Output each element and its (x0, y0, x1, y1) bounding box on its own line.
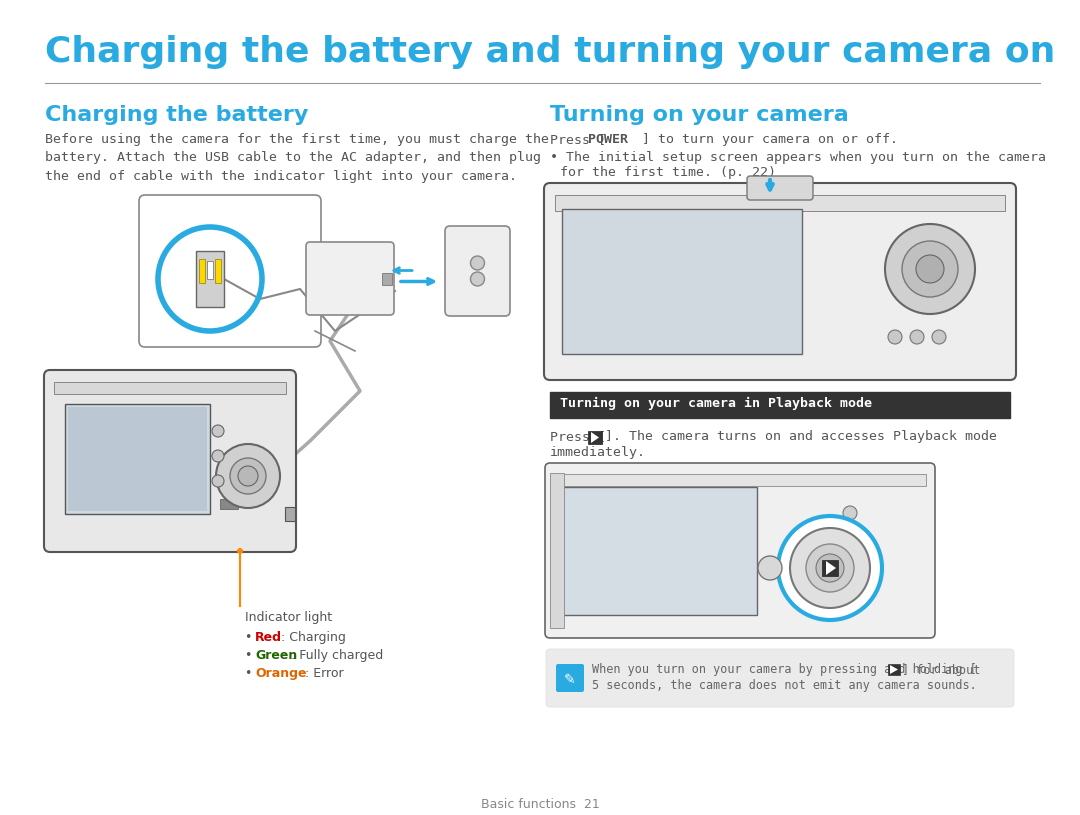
FancyBboxPatch shape (139, 195, 321, 347)
Text: ]. The camera turns on and accesses Playback mode: ]. The camera turns on and accesses Play… (605, 430, 997, 443)
Bar (54, 382, 286, 394)
FancyBboxPatch shape (545, 463, 935, 638)
Text: : Charging: : Charging (281, 631, 346, 644)
Circle shape (216, 444, 280, 508)
Polygon shape (591, 432, 599, 443)
Bar (207, 261, 213, 279)
Circle shape (758, 556, 782, 580)
Circle shape (212, 450, 224, 462)
FancyBboxPatch shape (747, 176, 813, 200)
Bar (550, 473, 564, 628)
FancyBboxPatch shape (556, 664, 584, 692)
Text: POWER: POWER (588, 133, 627, 146)
Text: Indicator light: Indicator light (245, 611, 333, 624)
Bar (822, 560, 838, 576)
Circle shape (238, 466, 258, 486)
Text: : Error: : Error (305, 667, 343, 680)
Circle shape (212, 425, 224, 437)
Circle shape (888, 330, 902, 344)
Bar (285, 507, 295, 521)
FancyBboxPatch shape (544, 183, 1016, 380)
Circle shape (230, 458, 266, 494)
Text: Orange: Orange (255, 667, 307, 680)
Bar (68, 407, 207, 511)
Bar (888, 664, 900, 675)
Circle shape (806, 544, 854, 592)
Text: Basic functions  21: Basic functions 21 (481, 798, 599, 811)
Text: ✎: ✎ (564, 673, 576, 687)
Circle shape (910, 330, 924, 344)
Bar (562, 209, 802, 354)
Circle shape (902, 241, 958, 297)
Text: immediately.: immediately. (550, 446, 646, 459)
FancyBboxPatch shape (44, 370, 296, 552)
Text: Press [: Press [ (550, 133, 606, 146)
Circle shape (843, 506, 858, 520)
Text: Charging the battery and turning your camera on: Charging the battery and turning your ca… (45, 35, 1055, 69)
Text: ] for about: ] for about (902, 663, 981, 676)
Bar (215, 259, 221, 283)
Text: •: • (245, 667, 256, 680)
Bar (195, 251, 224, 307)
Text: •: • (245, 649, 256, 662)
Circle shape (885, 224, 975, 314)
Text: Turning on your camera: Turning on your camera (550, 105, 849, 125)
Bar (555, 195, 1005, 211)
Circle shape (471, 272, 485, 286)
Text: Red: Red (255, 631, 282, 644)
Text: • The initial setup screen appears when you turn on the camera: • The initial setup screen appears when … (550, 151, 1047, 164)
FancyBboxPatch shape (546, 649, 1014, 707)
Bar (65, 404, 210, 514)
Text: for the first time. (p. 22): for the first time. (p. 22) (561, 166, 777, 179)
Text: Turning on your camera in Playback mode: Turning on your camera in Playback mode (561, 396, 872, 410)
Circle shape (843, 528, 858, 542)
Bar (562, 487, 757, 615)
Circle shape (237, 548, 243, 554)
Text: Charging the battery: Charging the battery (45, 105, 309, 125)
Text: Press [: Press [ (550, 430, 606, 443)
Circle shape (816, 554, 843, 582)
Polygon shape (826, 561, 836, 575)
Text: Before using the camera for the first time, you must charge the
battery. Attach : Before using the camera for the first ti… (45, 133, 549, 183)
Circle shape (932, 330, 946, 344)
Bar (220, 499, 238, 509)
Bar (554, 474, 926, 486)
Circle shape (212, 475, 224, 487)
Bar (382, 272, 392, 284)
Text: When you turn on your camera by pressing and holding [: When you turn on your camera by pressing… (592, 663, 976, 676)
Bar (588, 431, 602, 444)
Circle shape (778, 516, 882, 620)
Text: •: • (245, 631, 256, 644)
FancyBboxPatch shape (550, 392, 1010, 418)
Circle shape (789, 528, 870, 608)
Circle shape (471, 256, 485, 270)
Polygon shape (890, 665, 897, 674)
Circle shape (916, 255, 944, 283)
Circle shape (843, 550, 858, 564)
FancyBboxPatch shape (306, 242, 394, 315)
Text: : Fully charged: : Fully charged (291, 649, 383, 662)
Text: Green: Green (255, 649, 297, 662)
Text: 5 seconds, the camera does not emit any camera sounds.: 5 seconds, the camera does not emit any … (592, 679, 976, 692)
Text: ] to turn your camera on or off.: ] to turn your camera on or off. (642, 133, 897, 146)
FancyBboxPatch shape (445, 226, 510, 316)
Bar (199, 259, 205, 283)
